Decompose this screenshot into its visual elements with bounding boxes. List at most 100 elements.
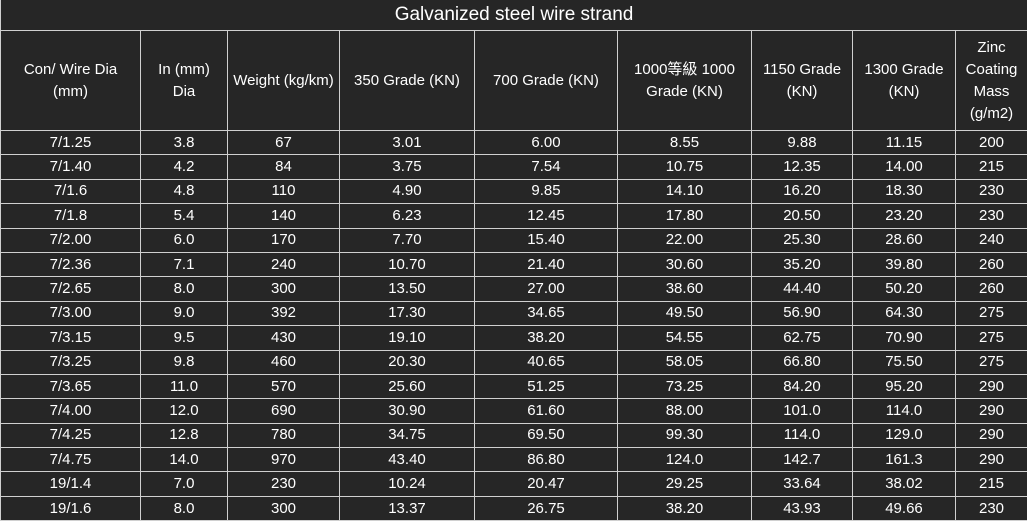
data-cell: 300 bbox=[227, 276, 340, 302]
data-cell: 23.20 bbox=[852, 203, 956, 229]
data-cell: 7/3.25 bbox=[0, 349, 141, 375]
header-line: 1000等級 1000 bbox=[634, 60, 735, 78]
data-cell: 51.25 bbox=[474, 373, 618, 400]
header-line: (g/m2) bbox=[969, 104, 1014, 122]
data-cell: 230 bbox=[227, 471, 340, 497]
header-line: 350 Grade (KN) bbox=[354, 71, 460, 89]
data-cell: 25.30 bbox=[751, 227, 853, 253]
data-cell: 7.54 bbox=[474, 154, 618, 180]
header-line: 1300 Grade bbox=[864, 60, 944, 78]
data-row: 7/3.25 9.8 460 20.30 40.65 58.05 66.80 75.50 275 bbox=[0, 349, 1027, 375]
data-cell: 30.60 bbox=[617, 251, 752, 278]
data-cell: 290 bbox=[954, 373, 1027, 400]
header-line: Coating bbox=[965, 60, 1018, 78]
data-cell: 161.3 bbox=[852, 447, 956, 473]
header-line: Weight (kg/km) bbox=[233, 71, 334, 89]
table-title: Galvanized steel wire strand bbox=[0, 0, 1027, 31]
data-cell: 11.15 bbox=[852, 129, 956, 156]
data-cell: 230 bbox=[954, 495, 1027, 521]
data-cell: 9.8 bbox=[140, 349, 228, 375]
data-cell: 43.93 bbox=[751, 495, 853, 521]
data-cell: 9.88 bbox=[751, 129, 853, 156]
data-cell: 12.8 bbox=[140, 422, 228, 449]
data-cell: 215 bbox=[954, 471, 1027, 497]
data-cell: 240 bbox=[954, 227, 1027, 253]
data-cell: 6.00 bbox=[474, 129, 618, 156]
data-cell: 4.2 bbox=[140, 154, 228, 180]
data-cell: 19/1.4 bbox=[0, 471, 141, 497]
data-cell: 17.30 bbox=[339, 300, 475, 327]
data-row: 19/1.4 7.0 230 10.24 20.47 29.25 33.64 38.02 215 bbox=[0, 471, 1027, 497]
data-cell: 690 bbox=[227, 398, 340, 424]
header-line: Dia bbox=[172, 82, 196, 100]
data-cell: 86.80 bbox=[474, 447, 618, 473]
data-cell: 9.5 bbox=[140, 325, 228, 351]
data-cell: 99.30 bbox=[617, 422, 752, 449]
data-cell: 26.75 bbox=[474, 495, 618, 521]
data-cell: 95.20 bbox=[852, 373, 956, 400]
data-cell: 30.90 bbox=[339, 398, 475, 424]
data-cell: 20.50 bbox=[751, 203, 853, 229]
data-cell: 7.1 bbox=[140, 251, 228, 278]
data-cell: 8.55 bbox=[617, 129, 752, 156]
data-row: 7/1.40 4.2 84 3.75 7.54 10.75 12.35 14.00 215 bbox=[0, 154, 1027, 180]
data-cell: 170 bbox=[227, 227, 340, 253]
header-line: (KN) bbox=[888, 82, 920, 100]
data-row: 7/3.65 11.0 570 25.60 51.25 73.25 84.20 95.20 29… bbox=[0, 373, 1027, 400]
data-cell: 4.90 bbox=[339, 178, 475, 205]
data-cell: 13.37 bbox=[339, 495, 475, 521]
header-row: Con/ Wire Dia (mm) In (mm) Dia Weight (kg/km… bbox=[0, 30, 1027, 131]
data-cell: 15.40 bbox=[474, 227, 618, 253]
data-cell: 49.50 bbox=[617, 300, 752, 327]
data-cell: 114.0 bbox=[852, 398, 956, 424]
data-cell: 27.00 bbox=[474, 276, 618, 302]
data-cell: 10.75 bbox=[617, 154, 752, 180]
data-cell: 33.64 bbox=[751, 471, 853, 497]
data-cell: 20.30 bbox=[339, 349, 475, 375]
data-cell: 38.20 bbox=[474, 325, 618, 351]
data-cell: 142.7 bbox=[751, 447, 853, 473]
data-cell: 40.65 bbox=[474, 349, 618, 375]
data-cell: 17.80 bbox=[617, 203, 752, 229]
data-row: 7/2.65 8.0 300 13.50 27.00 38.60 44.40 50.20 260 bbox=[0, 276, 1027, 302]
data-cell: 10.24 bbox=[339, 471, 475, 497]
header-cell: 700 Grade (KN) bbox=[474, 30, 618, 131]
data-cell: 7/1.6 bbox=[0, 178, 141, 205]
data-cell: 7.70 bbox=[339, 227, 475, 253]
header-line: (mm) bbox=[53, 82, 88, 100]
data-cell: 18.30 bbox=[852, 178, 956, 205]
data-cell: 88.00 bbox=[617, 398, 752, 424]
header-cell: Zinc Coating Mass (g/m2) bbox=[954, 30, 1027, 131]
data-cell: 200 bbox=[954, 129, 1027, 156]
data-cell: 43.40 bbox=[339, 447, 475, 473]
header-line: Zinc bbox=[977, 38, 1006, 56]
data-row: 7/4.75 14.0 970 43.40 86.80 124.0 142.7 161.3 29… bbox=[0, 447, 1027, 473]
data-cell: 56.90 bbox=[751, 300, 853, 327]
data-cell: 11.0 bbox=[140, 373, 228, 400]
data-cell: 84 bbox=[227, 154, 340, 180]
data-row: 7/2.36 7.1 240 10.70 21.40 30.60 35.20 39.80 260 bbox=[0, 251, 1027, 278]
data-cell: 7/1.25 bbox=[0, 129, 141, 156]
data-cell: 49.66 bbox=[852, 495, 956, 521]
data-cell: 240 bbox=[227, 251, 340, 278]
data-cell: 140 bbox=[227, 203, 340, 229]
data-cell: 290 bbox=[954, 447, 1027, 473]
header-line: 1150 Grade bbox=[762, 60, 842, 78]
data-cell: 7/2.36 bbox=[0, 251, 141, 278]
data-cell: 12.45 bbox=[474, 203, 618, 229]
data-cell: 215 bbox=[954, 154, 1027, 180]
header-line: Grade (KN) bbox=[646, 82, 723, 100]
data-cell: 19/1.6 bbox=[0, 495, 141, 521]
title-row: Galvanized steel wire strand bbox=[0, 0, 1027, 31]
data-cell: 5.4 bbox=[140, 203, 228, 229]
header-cell: 1300 Grade (KN) bbox=[852, 30, 956, 131]
data-cell: 25.60 bbox=[339, 373, 475, 400]
data-cell: 34.75 bbox=[339, 422, 475, 449]
data-cell: 970 bbox=[227, 447, 340, 473]
header-line: Mass bbox=[973, 82, 1010, 100]
data-cell: 290 bbox=[954, 422, 1027, 449]
data-cell: 58.05 bbox=[617, 349, 752, 375]
header-cell: Con/ Wire Dia (mm) bbox=[0, 30, 141, 131]
